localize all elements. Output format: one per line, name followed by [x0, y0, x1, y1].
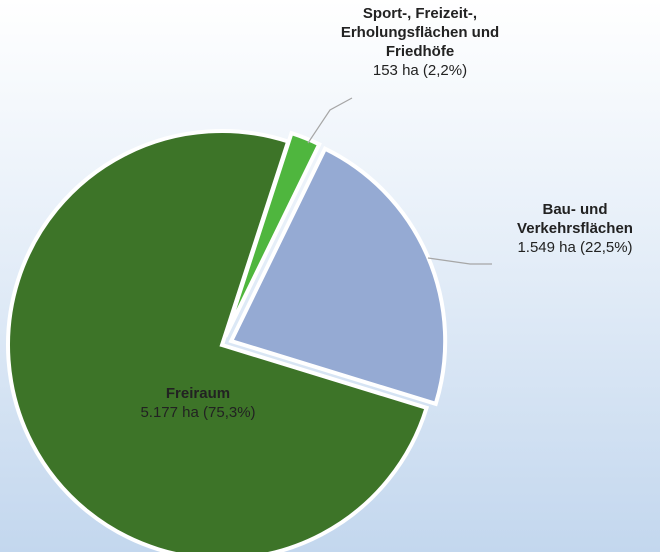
pie-slice [6, 129, 430, 552]
value-label: 1.549 ha (22,5%) [517, 239, 633, 256]
category-label: Freiraum [165, 385, 231, 402]
pie-slice [228, 146, 448, 407]
value-label: 5.177 ha (75,3%) [140, 404, 256, 421]
slice-label: Sport-, Freizeit-, Erholungsflächen und … [320, 4, 520, 80]
pie-slice [223, 130, 322, 338]
slice-label: Freiraum 5.177 ha (75,3%) [98, 384, 298, 422]
slice-label: Bau- und Verkehrsflächen 1.549 ha (22,5%) [500, 200, 650, 257]
leader-line [427, 257, 492, 265]
category-label: Sport-, Freizeit-, Erholungsflächen und … [340, 5, 500, 60]
leader-line [307, 97, 353, 144]
value-label: 153 ha (2,2%) [372, 62, 468, 79]
category-label: Bau- und Verkehrsflächen [517, 201, 633, 237]
